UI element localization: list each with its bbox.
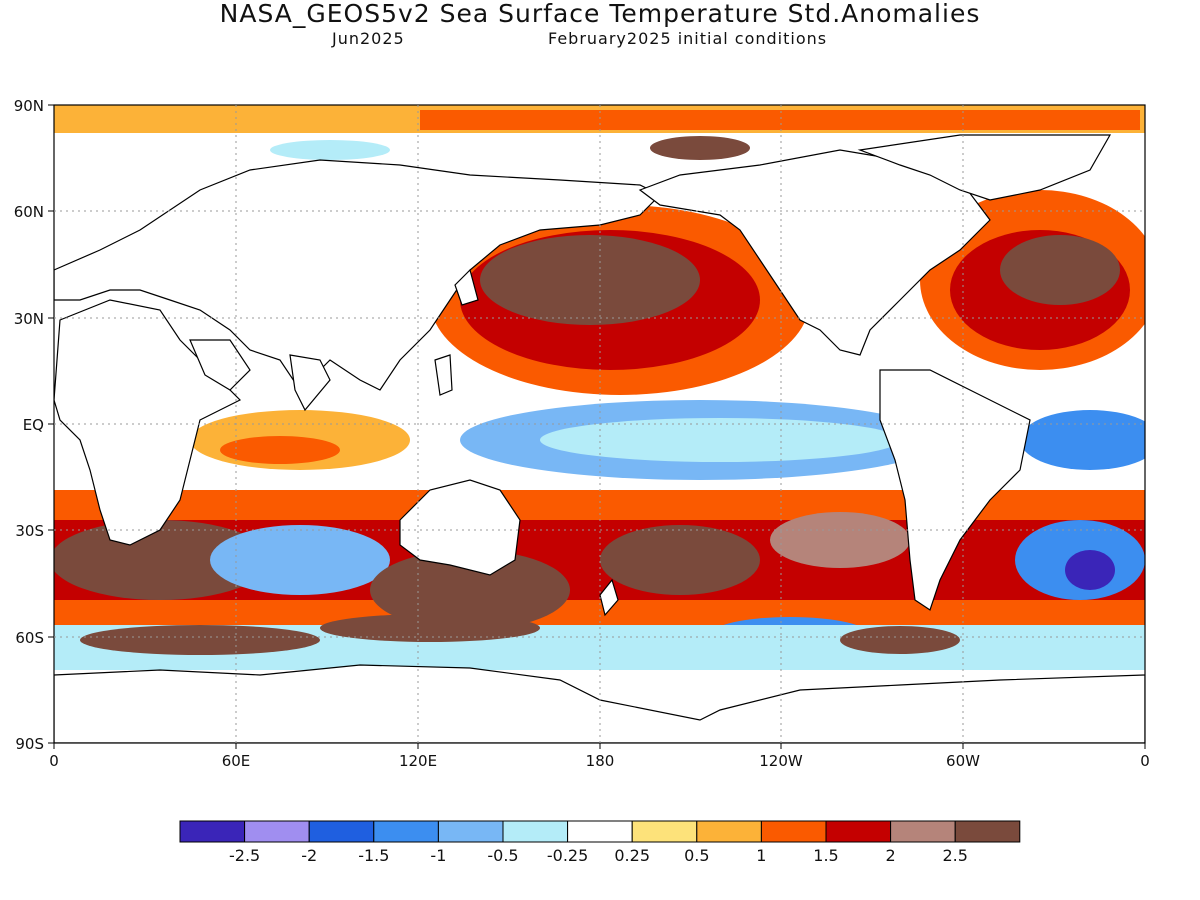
colorbar-label: -0.5 — [487, 846, 518, 865]
lat-label: 90S — [15, 735, 44, 753]
colorbar-label: -0.25 — [547, 846, 588, 865]
forecast-month: Jun2025 — [332, 29, 405, 48]
colorbar-label: -2 — [301, 846, 317, 865]
lon-label: 0 — [1140, 752, 1150, 770]
colorbar-swatch — [954, 820, 1021, 843]
lat-label: 90N — [14, 97, 44, 115]
lat-label: EQ — [23, 416, 44, 434]
lon-label: 180 — [586, 752, 615, 770]
colorbar-swatch — [567, 820, 633, 843]
colorbar-swatch — [760, 820, 827, 843]
colorbar-swatch — [631, 820, 698, 843]
colorbar-label: 2.5 — [942, 846, 967, 865]
longitude-labels: 0 60E 120E 180 120W 60W 0 — [49, 752, 1150, 770]
colorbar-swatch — [437, 820, 504, 843]
colorbar: -2.5 -2 -1.5 -1 -0.5 -0.25 0.25 0.5 1 1.5 2 2.5 — [179, 820, 1021, 865]
lon-label: 120E — [399, 752, 437, 770]
colorbar-label: -2.5 — [229, 846, 260, 865]
initial-conditions: February2025 initial conditions — [548, 29, 828, 48]
colorbar-label: 2 — [886, 846, 896, 865]
colorbar-swatch — [825, 820, 892, 843]
latitude-labels: 90N 60N 30N EQ 30S 60S 90S — [14, 97, 44, 753]
lat-label: 60N — [14, 203, 44, 221]
graticule — [54, 105, 1145, 743]
colorbar-swatch — [179, 820, 246, 843]
lon-label: 60W — [946, 752, 980, 770]
colorbar-label: 1.5 — [813, 846, 838, 865]
colorbar-label: 0.5 — [684, 846, 709, 865]
colorbar-label: 0.25 — [614, 846, 650, 865]
colorbar-swatch — [696, 820, 762, 843]
colorbar-swatch — [244, 820, 310, 843]
lon-label: 120W — [759, 752, 803, 770]
colorbar-swatch — [373, 820, 439, 843]
lat-label: 30N — [14, 310, 44, 328]
colorbar-label: -1.5 — [358, 846, 389, 865]
axis-ticks — [48, 104, 1146, 749]
lon-label: 0 — [49, 752, 59, 770]
lat-label: 60S — [15, 629, 44, 647]
colorbar-label: -1 — [430, 846, 446, 865]
map-title: NASA_GEOS5v2 Sea Surface Temperature Std… — [219, 0, 981, 28]
colorbar-swatch — [890, 820, 956, 843]
sst-anomaly-field — [54, 105, 1145, 743]
lat-label: 30S — [15, 522, 44, 540]
colorbar-swatch — [502, 820, 569, 843]
continents — [54, 134, 1145, 743]
colorbar-swatch — [308, 820, 375, 843]
lon-label: 60E — [222, 752, 251, 770]
colorbar-label: 1 — [756, 846, 766, 865]
